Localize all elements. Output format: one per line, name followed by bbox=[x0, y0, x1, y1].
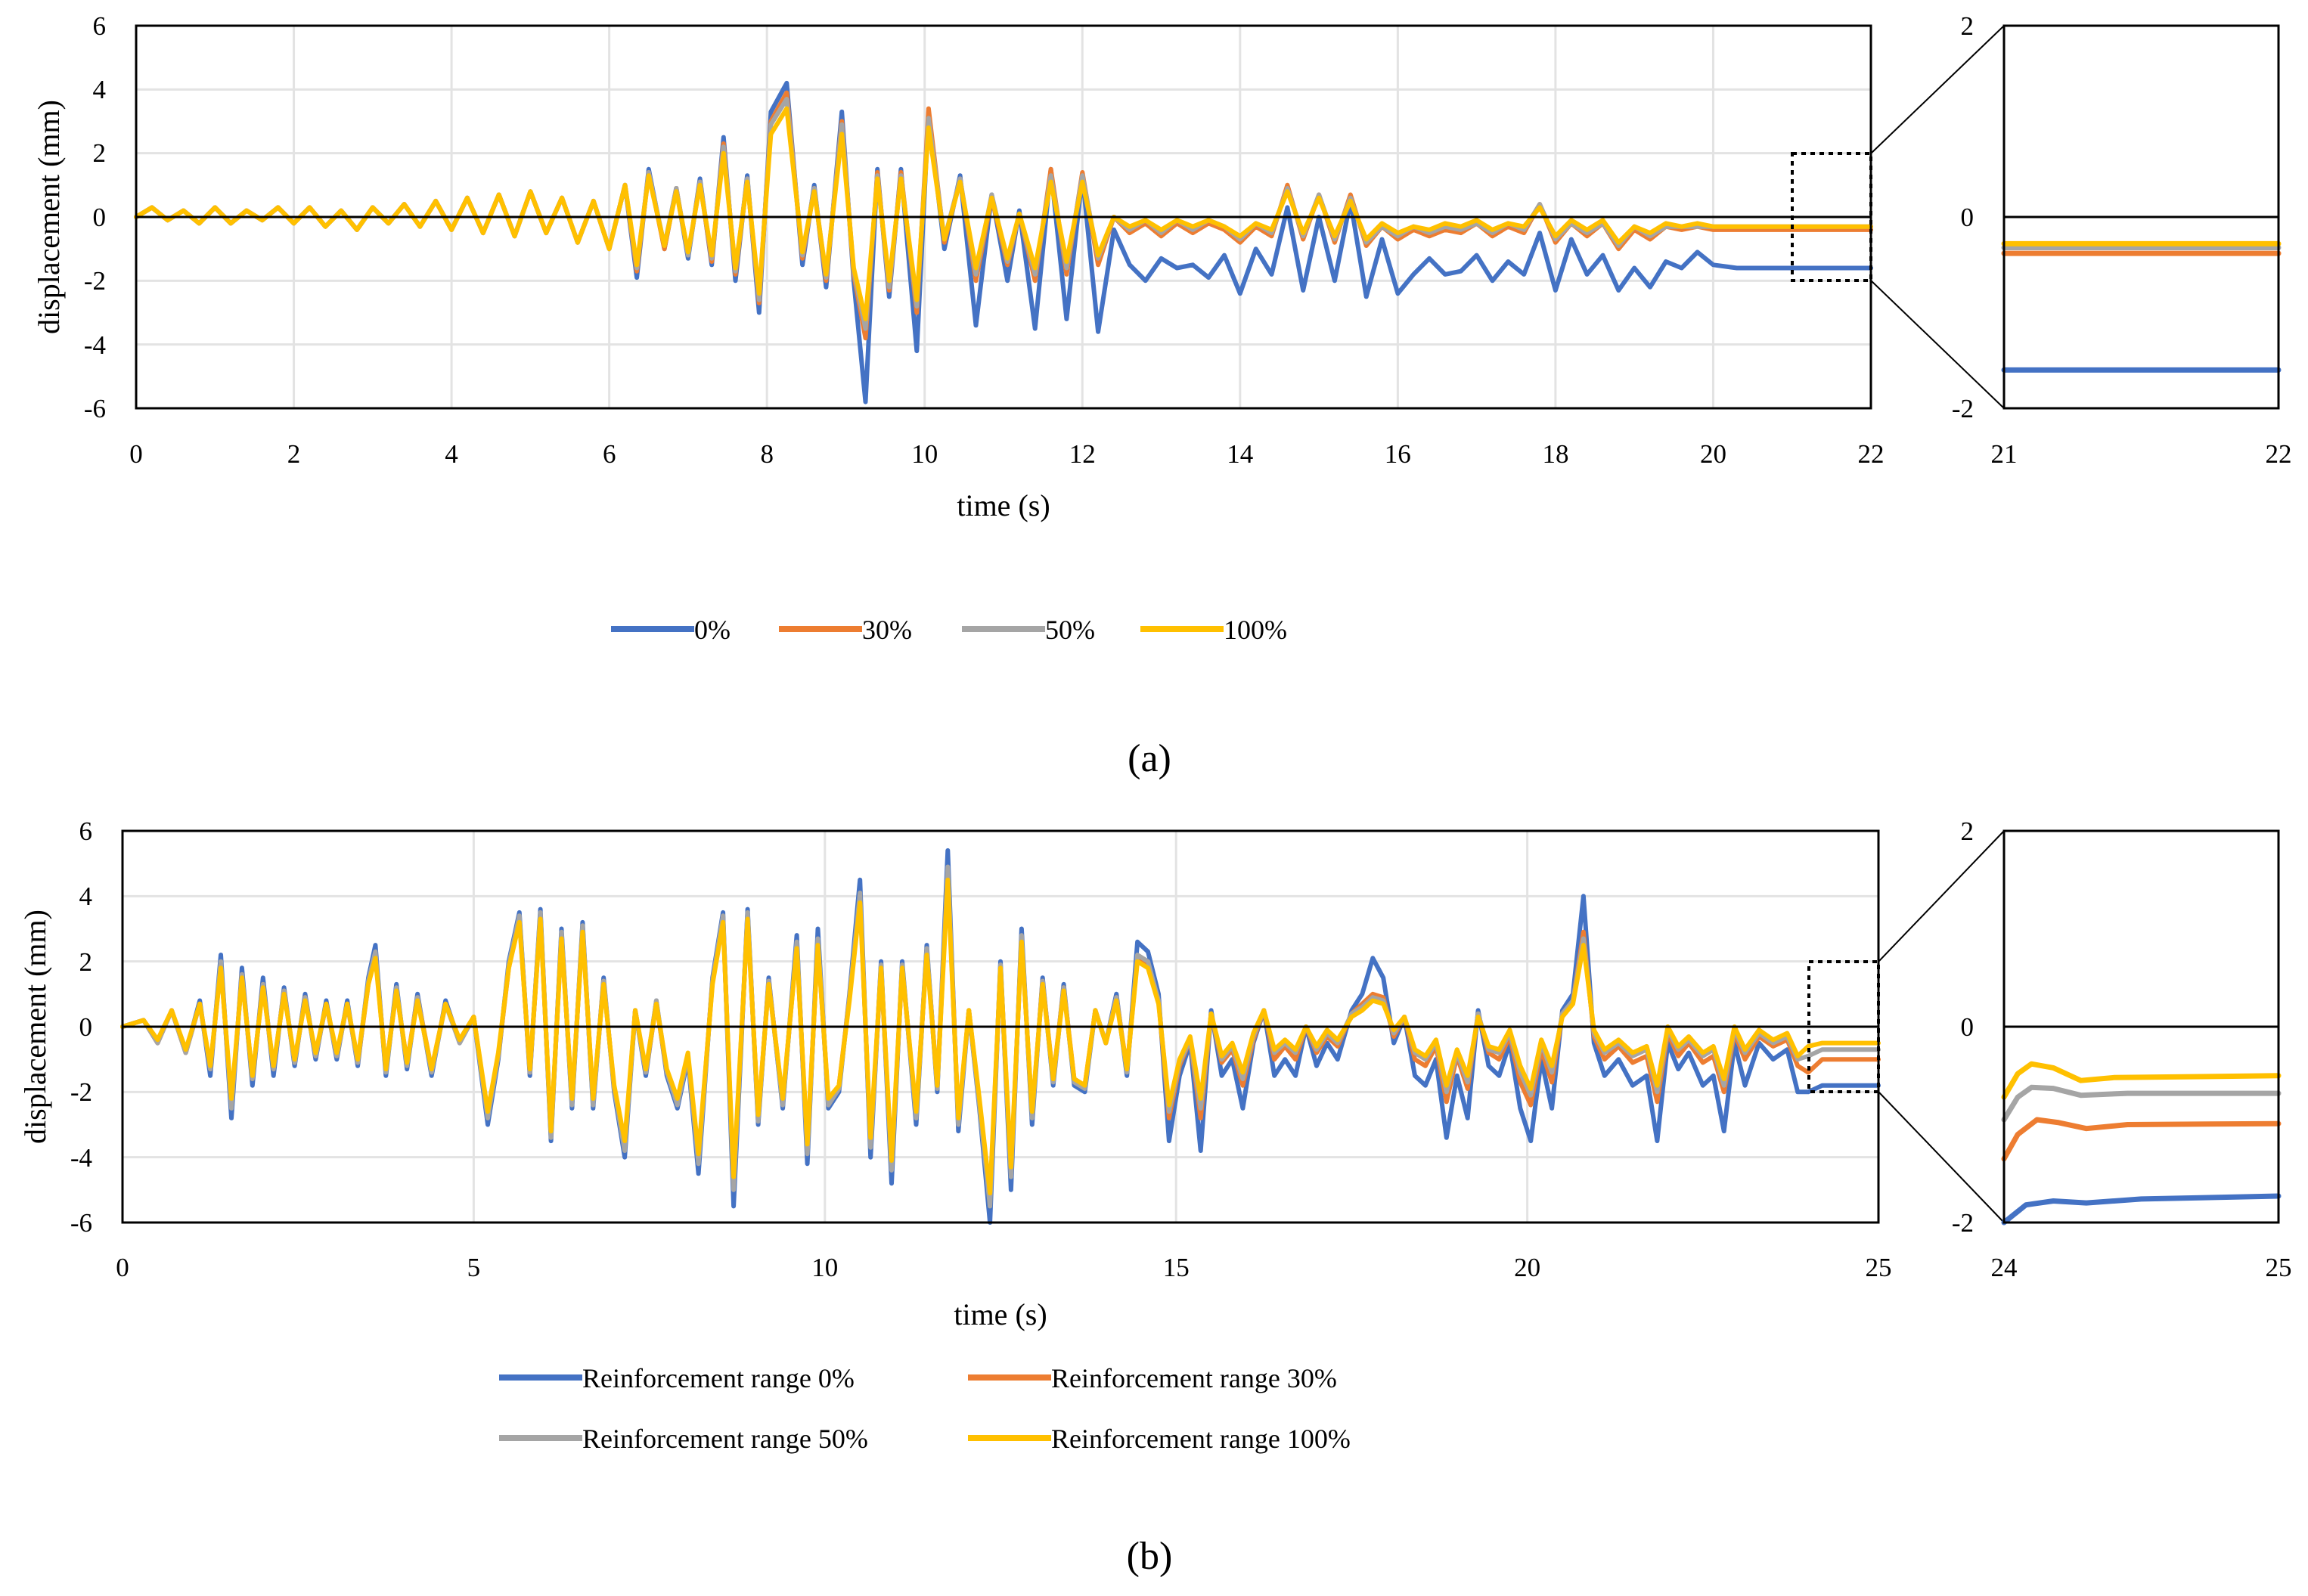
legend-b-label-3: Reinforcement range 100% bbox=[1051, 1424, 1351, 1454]
legend-a-label-3: 100% bbox=[1224, 615, 1287, 645]
series-line-b-main-1 bbox=[120, 867, 1881, 1202]
chart-a-xtick: 0 bbox=[129, 439, 143, 469]
legend-b-label-1: Reinforcement range 30% bbox=[1051, 1363, 1337, 1393]
chart-a-zoom-xtick: 21 bbox=[1991, 439, 2018, 469]
series-line-b-main-2 bbox=[120, 864, 1881, 1209]
legend-b-label-0: Reinforcement range 0% bbox=[582, 1363, 855, 1393]
chart-a-zoom-ytick: 0 bbox=[1961, 203, 1975, 232]
chart-a-xticks: 0 2 4 6 8 10 12 14 16 18 20 22 bbox=[129, 439, 1884, 469]
chart-a-legend: 0% 30% 50% 100% bbox=[611, 615, 1287, 645]
panel-label-a: (a) bbox=[1128, 737, 1171, 780]
chart-a-xtick: 4 bbox=[445, 439, 458, 469]
series-line-b-zoom-0 bbox=[2001, 1193, 2282, 1226]
chart-b-xlabel: time (s) bbox=[954, 1297, 1047, 1331]
series-line-b-main-0 bbox=[120, 848, 1881, 1225]
chart-b-ylabel: displacement (mm) bbox=[18, 910, 52, 1144]
chart-a-main: 0 2 4 6 8 10 12 14 16 18 20 22 6 4 2 0 -… bbox=[32, 11, 1885, 522]
chart-a-xlabel: time (s) bbox=[957, 488, 1050, 522]
panel-label-b: (b) bbox=[1127, 1535, 1173, 1578]
chart-b-series-group bbox=[120, 848, 1881, 1225]
chart-b-ytick: -4 bbox=[70, 1143, 92, 1173]
chart-a-zoom-series-group bbox=[2001, 240, 2282, 373]
series-line-a-main-3 bbox=[134, 106, 1873, 321]
chart-a-ytick: 4 bbox=[93, 75, 107, 104]
series-line-b-zoom-2 bbox=[2001, 1084, 2282, 1123]
chart-b-zoom-ytick: -2 bbox=[1952, 1208, 1974, 1238]
chart-b-ytick: -2 bbox=[70, 1077, 92, 1107]
chart-b-zoom-xtick: 24 bbox=[1991, 1253, 2018, 1282]
chart-b-ytick: -6 bbox=[70, 1208, 92, 1238]
chart-a-xtick: 12 bbox=[1069, 439, 1096, 469]
chart-a-ytick: 0 bbox=[93, 203, 107, 232]
legend-a-label-2: 50% bbox=[1045, 615, 1095, 645]
chart-b-xtick: 20 bbox=[1514, 1253, 1540, 1282]
series-line-b-zoom-1 bbox=[2001, 1117, 2282, 1162]
chart-a-zoom-ytick: -2 bbox=[1952, 394, 1974, 423]
chart-b-xtick: 25 bbox=[1866, 1253, 1892, 1282]
chart-a-xtick: 16 bbox=[1385, 439, 1411, 469]
chart-a-ylabel: displacement (mm) bbox=[32, 100, 66, 334]
series-line-b-main-3 bbox=[120, 877, 1881, 1196]
chart-b-ytick: 2 bbox=[79, 947, 93, 977]
legend-a-label-1: 30% bbox=[862, 615, 912, 645]
chart-a-xtick: 6 bbox=[603, 439, 616, 469]
chart-b-zoom-xtick: 25 bbox=[2266, 1253, 2292, 1282]
chart-b-zoom-ytick: 2 bbox=[1961, 817, 1975, 846]
chart-b-ytick: 6 bbox=[79, 817, 93, 846]
chart-b-zoom-series-group bbox=[2001, 1061, 2282, 1226]
chart-a-xtick: 8 bbox=[761, 439, 774, 469]
chart-b-ytick: 4 bbox=[79, 882, 93, 911]
chart-a-xtick: 2 bbox=[287, 439, 301, 469]
chart-a-xtick: 20 bbox=[1700, 439, 1726, 469]
chart-a-ytick: -6 bbox=[84, 394, 106, 423]
chart-a-zoom-xtick: 22 bbox=[2266, 439, 2292, 469]
chart-a-zoom: 21 22 2 0 -2 bbox=[1952, 11, 2292, 469]
chart-a-ytick: 2 bbox=[93, 138, 107, 168]
chart-a-xtick: 14 bbox=[1227, 439, 1253, 469]
chart-a-connector-top bbox=[1870, 25, 2005, 154]
chart-a-connector-bottom bbox=[1870, 280, 2005, 409]
chart-b-legend: Reinforcement range 0% Reinforcement ran… bbox=[499, 1363, 1351, 1454]
chart-b-xtick: 15 bbox=[1163, 1253, 1190, 1282]
chart-b-zoom: 24 25 2 0 -2 bbox=[1952, 817, 2292, 1282]
chart-a-xtick: 18 bbox=[1543, 439, 1569, 469]
chart-a-zoom-ytick: 2 bbox=[1961, 11, 1975, 41]
chart-a-ytick: 6 bbox=[93, 11, 107, 41]
chart-a-series-group bbox=[134, 80, 1873, 404]
legend-b-label-2: Reinforcement range 50% bbox=[582, 1424, 868, 1454]
legend-a-label-0: 0% bbox=[694, 615, 731, 645]
chart-b-xtick: 5 bbox=[467, 1253, 481, 1282]
chart-b-ytick: 0 bbox=[79, 1012, 93, 1042]
chart-a-xtick: 10 bbox=[911, 439, 938, 469]
chart-b-xticks: 0 5 10 15 20 25 bbox=[116, 1253, 1891, 1282]
chart-a-inset-box bbox=[1791, 152, 1872, 282]
chart-a-ytick: -4 bbox=[84, 330, 106, 360]
series-line-b-zoom-3 bbox=[2001, 1061, 2282, 1100]
chart-a-xtick: 22 bbox=[1858, 439, 1885, 469]
chart-b-connector-top bbox=[1878, 830, 2005, 962]
chart-b-xtick: 0 bbox=[116, 1253, 129, 1282]
chart-b-main: 0 5 10 15 20 25 6 4 2 0 -2 -4 -6 time (s… bbox=[18, 817, 1892, 1331]
chart-a-ytick: -2 bbox=[84, 266, 106, 296]
chart-b-yticks: 6 4 2 0 -2 -4 -6 bbox=[70, 817, 92, 1238]
chart-b-zoom-ytick: 0 bbox=[1961, 1012, 1975, 1042]
chart-a-yticks: 6 4 2 0 -2 -4 -6 bbox=[84, 11, 106, 423]
chart-b-xtick: 10 bbox=[811, 1253, 838, 1282]
chart-b-connector-bottom bbox=[1878, 1091, 2005, 1223]
